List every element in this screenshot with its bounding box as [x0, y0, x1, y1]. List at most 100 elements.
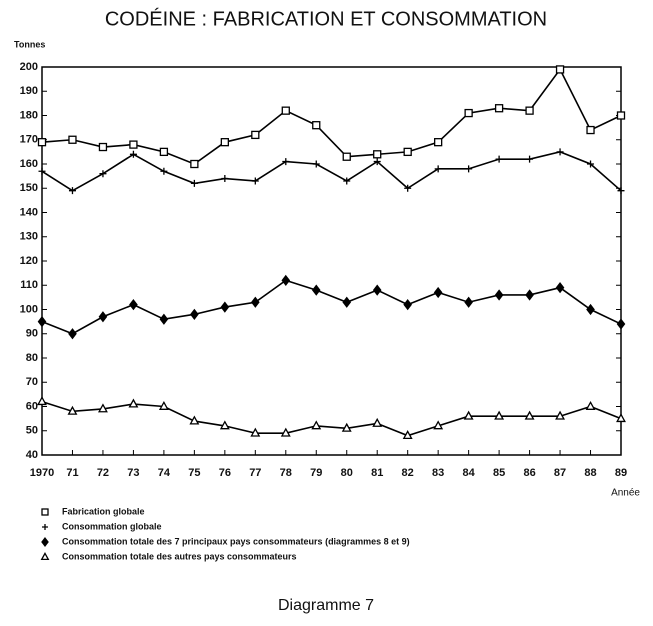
- y-tick-label: 130: [20, 231, 38, 243]
- legend-marker: [41, 508, 49, 516]
- y-tick-label: 100: [20, 303, 38, 315]
- x-tick-label: 71: [66, 467, 78, 479]
- data-point: [617, 187, 625, 195]
- legend-label: Consommation totale des autres pays cons…: [62, 551, 297, 561]
- data-point: [494, 410, 505, 420]
- legend-label: Consommation totale des 7 principaux pay…: [62, 536, 410, 546]
- chart-title: CODÉINE : FABRICATION ET CONSOMMATION: [105, 7, 547, 30]
- data-point: [311, 284, 321, 296]
- data-point: [555, 65, 565, 74]
- data-point: [250, 427, 261, 437]
- data-point: [190, 179, 198, 187]
- data-point: [525, 289, 534, 301]
- x-tick-label: 87: [554, 467, 566, 479]
- data-point: [251, 130, 260, 140]
- data-point: [68, 135, 77, 144]
- data-point: [38, 167, 46, 175]
- x-tick-label: 75: [188, 467, 200, 479]
- data-point: [433, 286, 443, 299]
- data-point: [281, 106, 290, 115]
- x-tick-label: 86: [523, 467, 535, 479]
- x-tick-label: 89: [615, 467, 627, 479]
- x-tick-label: 85: [493, 467, 505, 479]
- data-point: [128, 398, 139, 408]
- data-point: [280, 427, 291, 437]
- y-tick-label: 110: [20, 279, 38, 291]
- legend-marker: [40, 552, 50, 561]
- data-point: [434, 165, 442, 173]
- data-point: [464, 108, 473, 118]
- data-point: [68, 187, 76, 195]
- x-tick-label: 1970: [30, 467, 54, 479]
- y-tick-label: 40: [26, 449, 38, 461]
- data-point: [37, 316, 47, 328]
- data-point: [404, 184, 412, 192]
- data-point: [494, 104, 504, 113]
- data-point: [373, 150, 382, 159]
- data-point: [586, 125, 595, 135]
- y-tick-label: 150: [20, 182, 38, 194]
- data-point: [129, 140, 138, 149]
- legend-marker: [42, 524, 48, 530]
- data-point: [524, 410, 535, 420]
- data-point: [555, 410, 566, 420]
- data-point: [190, 159, 199, 169]
- data-point: [526, 155, 534, 163]
- data-point: [159, 313, 169, 325]
- data-point: [160, 167, 168, 175]
- series-line: [41, 67, 622, 165]
- data-point: [463, 410, 474, 420]
- data-point: [312, 121, 321, 130]
- data-point: [250, 296, 260, 308]
- data-point: [525, 106, 534, 115]
- x-tick-label: 76: [219, 467, 231, 479]
- y-tick-label: 180: [20, 109, 38, 121]
- data-point: [342, 296, 352, 308]
- y-tick-label: 120: [20, 255, 38, 267]
- x-tick-label: 81: [371, 467, 383, 479]
- caption: Diagramme 7: [278, 597, 374, 614]
- data-point: [220, 138, 229, 147]
- data-point: [312, 160, 320, 168]
- data-point: [98, 311, 108, 323]
- data-point: [403, 147, 412, 157]
- y-tick-label: 160: [20, 158, 38, 170]
- data-point: [67, 405, 78, 415]
- data-point: [585, 400, 596, 410]
- data-point: [37, 396, 47, 406]
- series-line: [41, 400, 622, 437]
- data-point: [251, 177, 259, 185]
- data-point: [586, 303, 595, 316]
- x-axis-label: Année: [611, 488, 640, 499]
- data-point: [221, 175, 229, 183]
- x-tick-label: 72: [97, 467, 109, 479]
- x-tick-label: 88: [584, 467, 596, 479]
- y-tick-label: 50: [26, 425, 38, 437]
- data-point: [373, 158, 381, 166]
- data-point: [616, 318, 626, 330]
- data-point: [342, 152, 351, 161]
- y-axis-label: Tonnes: [14, 39, 45, 49]
- data-point: [433, 420, 444, 430]
- x-tick-label: 79: [310, 467, 322, 479]
- series-line: [41, 279, 622, 335]
- data-point: [97, 403, 108, 413]
- y-tick-label: 80: [26, 352, 38, 364]
- data-point: [587, 160, 595, 168]
- data-point: [99, 170, 107, 178]
- data-point: [402, 430, 413, 440]
- x-tick-label: 83: [432, 467, 444, 479]
- x-tick-label: 80: [341, 467, 353, 479]
- data-point: [129, 150, 137, 158]
- series-line: [41, 151, 622, 192]
- data-point: [159, 147, 169, 157]
- data-point: [129, 299, 138, 311]
- data-point: [311, 420, 322, 430]
- plot-frame: [41, 66, 622, 456]
- data-point: [464, 296, 473, 308]
- y-tick-label: 190: [20, 85, 38, 97]
- legend-marker: [41, 537, 49, 547]
- data-point: [616, 111, 626, 120]
- data-point: [219, 420, 230, 430]
- legend-label: Consommation globale: [62, 521, 162, 531]
